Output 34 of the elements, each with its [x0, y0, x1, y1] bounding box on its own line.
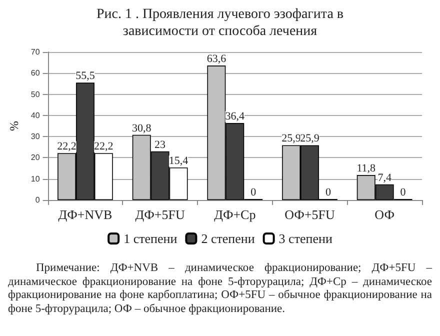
y-tick-label: 0 [35, 196, 40, 204]
data-label: 30,8 [132, 122, 152, 134]
x-tick-label: ДФ+5FU [135, 207, 186, 222]
data-label: 22,2 [94, 140, 114, 153]
x-tick-label: ОФ+5FU [284, 207, 336, 222]
data-label: 25,9 [282, 132, 302, 145]
y-tick-label: 20 [30, 153, 40, 162]
x-tick-label: ДФ+Ср [214, 207, 256, 222]
legend-label: 3 степени [278, 231, 332, 246]
y-tick-label: 70 [30, 48, 40, 56]
y-tick-label: 30 [30, 132, 40, 142]
y-tick-label: 50 [30, 90, 40, 99]
y-tick-label: 40 [30, 110, 40, 120]
data-label: 55,5 [76, 70, 96, 82]
y-axis-title: % [7, 121, 21, 131]
chart-title: Рис. 1 . Проявления лучевого эзофагита в зависимости от способа лечения [95, 6, 345, 40]
data-label: 0 [250, 186, 257, 198]
legend-label: 1 степени [124, 231, 178, 246]
data-label: 63,6 [206, 53, 227, 66]
legend-label: 2 степени [201, 231, 255, 246]
y-tick-label: 10 [30, 174, 40, 184]
x-tick-label: ОФ [374, 207, 394, 222]
data-label: 0 [325, 186, 332, 198]
data-label: 7,4 [378, 172, 392, 184]
data-label: 22,2 [57, 140, 76, 153]
data-label: 15,4 [168, 154, 189, 167]
y-tick-label: 60 [30, 68, 40, 78]
text: Примечание: ДФ+NVB – динамическое фракционирование; ДФ+5FU – динамическое фракционирование на фоне 5-фторурацила; ДФ+Ср – динамическое фракционирование на фоне карбоплатина; ОФ+5FU – обычное фракционирование на фоне 5-фторурацила; ОФ – обычное фракционирование. [8, 262, 432, 316]
data-label: 11,8 [356, 162, 376, 175]
data-label: 36,4 [225, 110, 246, 123]
data-label: 23 [154, 138, 166, 151]
x-tick-label: ДФ+NVB [58, 207, 113, 222]
data-label: 25,9 [300, 132, 320, 145]
data-label: 0 [400, 186, 406, 198]
